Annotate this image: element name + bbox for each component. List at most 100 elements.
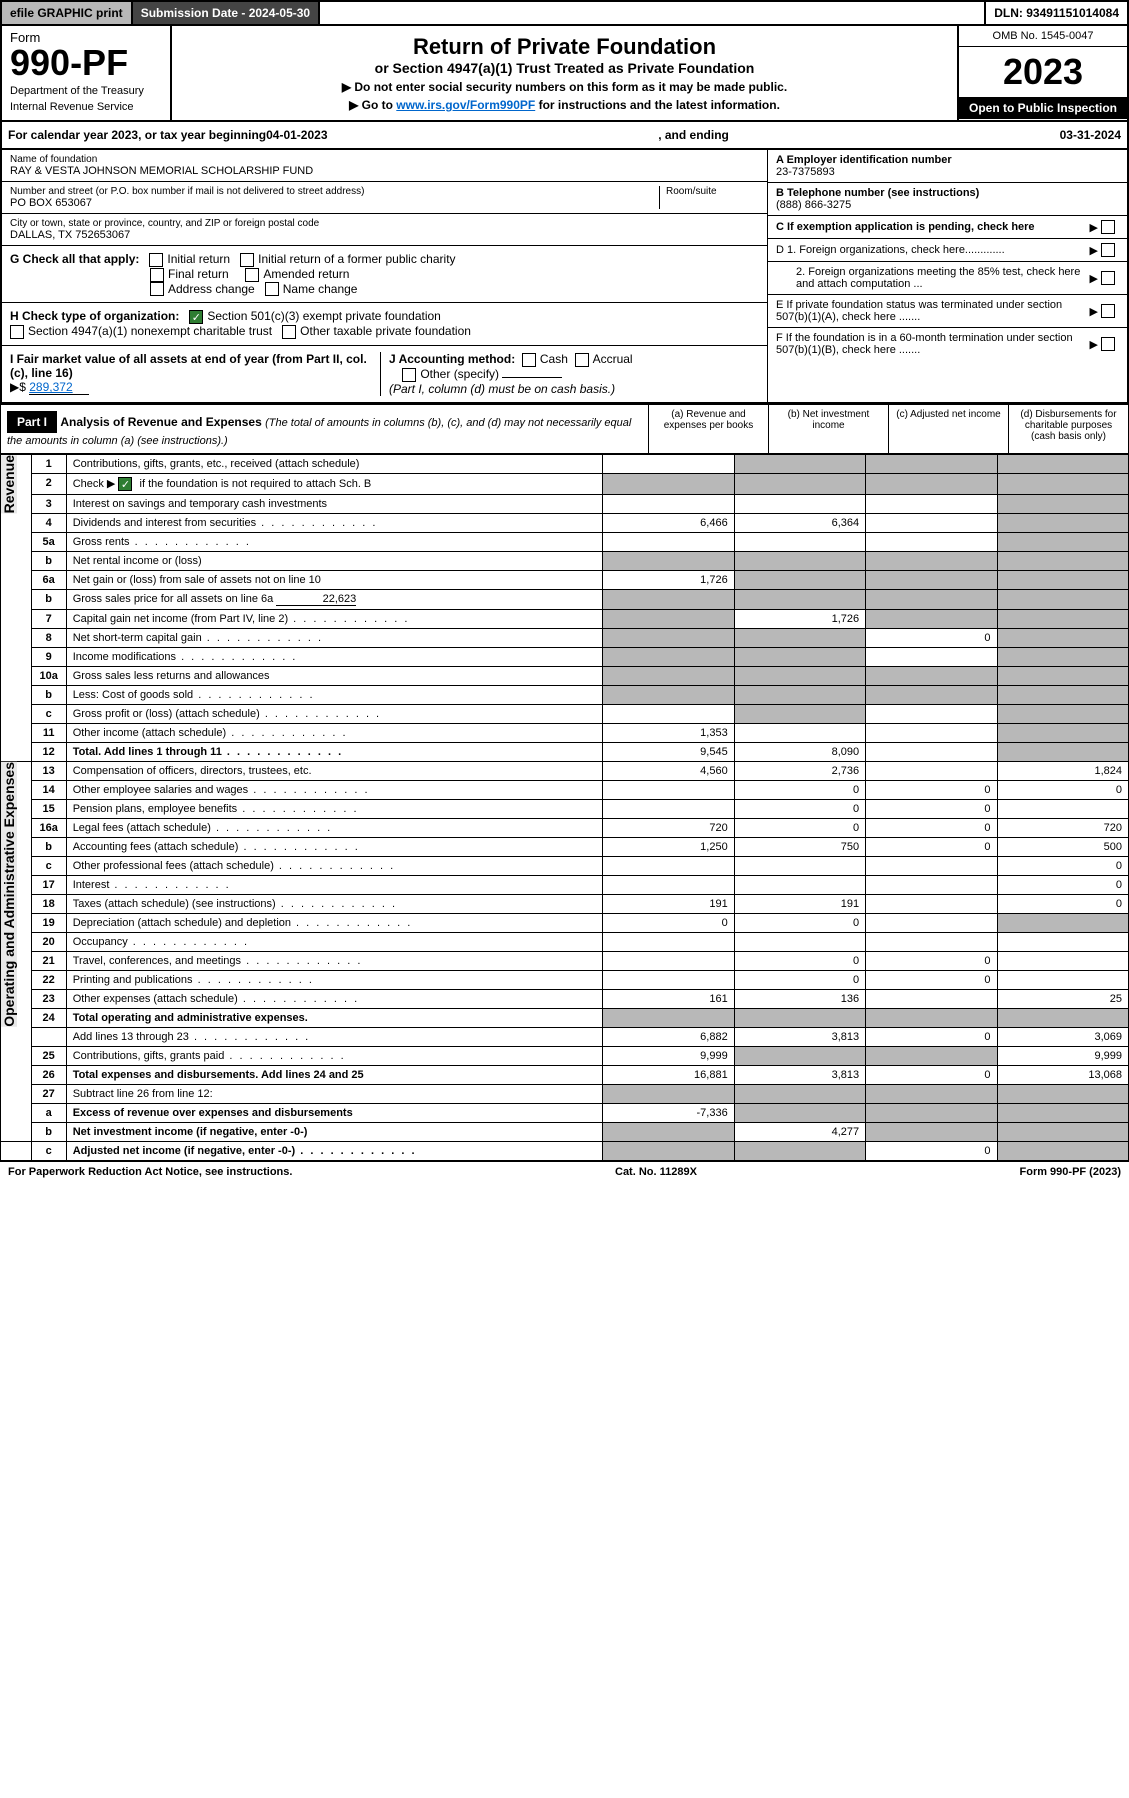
info-grid: Name of foundation RAY & VESTA JOHNSON M…: [0, 150, 1129, 404]
g-amended: Amended return: [263, 267, 349, 281]
l13d: 1,824: [997, 761, 1128, 780]
note-ssn: ▶ Do not enter social security numbers o…: [180, 80, 949, 94]
chk-d2[interactable]: [1101, 271, 1115, 285]
l16bc: 0: [866, 837, 997, 856]
chk-e[interactable]: [1101, 304, 1115, 318]
revenue-label: Revenue: [1, 455, 17, 513]
l22b: 0: [734, 970, 865, 989]
l6b-val: 22,623: [276, 593, 356, 606]
line-8: Net short-term capital gain: [66, 628, 603, 647]
i-arrow: ▶$: [10, 380, 26, 394]
l23d: 25: [997, 989, 1128, 1008]
header-bar: efile GRAPHIC print Submission Date - 20…: [0, 0, 1129, 26]
l15b: 0: [734, 799, 865, 818]
chk-cash[interactable]: [522, 353, 536, 367]
chk-amended[interactable]: [245, 268, 259, 282]
line-16a: Legal fees (attach schedule): [66, 818, 603, 837]
l27aa: -7,336: [603, 1103, 734, 1122]
dept-irs: Internal Revenue Service: [10, 101, 162, 113]
addr-label: Number and street (or P.O. box number if…: [10, 186, 659, 197]
footer: For Paperwork Reduction Act Notice, see …: [0, 1161, 1129, 1182]
chk-f[interactable]: [1101, 337, 1115, 351]
chk-4947[interactable]: [10, 325, 24, 339]
chk-other-method[interactable]: [402, 368, 416, 382]
l7b: 1,726: [734, 609, 865, 628]
line-5a: Gross rents: [66, 532, 603, 551]
cal-mid: , and ending: [328, 128, 1060, 142]
chk-initial-former[interactable]: [240, 253, 254, 267]
part1-label: Part I: [7, 411, 57, 433]
chk-addr-change[interactable]: [150, 282, 164, 296]
phone-label: B Telephone number (see instructions): [776, 187, 1119, 199]
line-27a: Excess of revenue over expenses and disb…: [66, 1103, 603, 1122]
g-label: G Check all that apply:: [10, 252, 139, 266]
chk-final[interactable]: [150, 268, 164, 282]
l6b-pre: Gross sales price for all assets on line…: [73, 593, 274, 605]
line-25: Contributions, gifts, grants paid: [66, 1046, 603, 1065]
chk-other-tax[interactable]: [282, 325, 296, 339]
other-specify[interactable]: [502, 377, 562, 378]
line-16c: Other professional fees (attach schedule…: [66, 856, 603, 875]
d1-label: D 1. Foreign organizations, check here..…: [776, 244, 1089, 256]
submission-date: Submission Date - 2024-05-30: [133, 2, 320, 24]
line-12: Total. Add lines 1 through 11: [66, 742, 603, 761]
dept-treasury: Department of the Treasury: [10, 85, 162, 97]
tax-year: 2023: [959, 47, 1127, 97]
chk-initial[interactable]: [149, 253, 163, 267]
fmv-value[interactable]: 289,372: [29, 380, 89, 395]
ein-label: A Employer identification number: [776, 154, 1119, 166]
line-2: Check ▶ if the foundation is not require…: [66, 473, 603, 494]
l2-pre: Check ▶: [73, 478, 116, 490]
l15c: 0: [866, 799, 997, 818]
chk-d1[interactable]: [1101, 243, 1115, 257]
l19a: 0: [603, 913, 734, 932]
city-label: City or town, state or province, country…: [10, 218, 759, 229]
l27cc: 0: [866, 1141, 997, 1160]
l16ba: 1,250: [603, 837, 734, 856]
chk-schb[interactable]: [118, 477, 132, 491]
l4b: 6,364: [734, 513, 865, 532]
j-accrual: Accrual: [593, 352, 633, 366]
ein-value: 23-7375893: [776, 166, 1119, 178]
form-number: 990-PF: [10, 45, 162, 81]
line-20: Occupancy: [66, 932, 603, 951]
l12a: 9,545: [603, 742, 734, 761]
line-23: Other expenses (attach schedule): [66, 989, 603, 1008]
chk-501c3[interactable]: [189, 310, 203, 324]
l25a: 9,999: [603, 1046, 734, 1065]
l23a: 161: [603, 989, 734, 1008]
chk-c[interactable]: [1101, 220, 1115, 234]
col-a-head: (a) Revenue and expenses per books: [648, 405, 768, 453]
l12b: 8,090: [734, 742, 865, 761]
note-goto-pre: ▶ Go to: [349, 98, 396, 112]
line-27: Subtract line 26 from line 12:: [66, 1084, 603, 1103]
l14b: 0: [734, 780, 865, 799]
h-501c3: Section 501(c)(3) exempt private foundat…: [207, 309, 440, 323]
l6aa: 1,726: [603, 570, 734, 589]
line-10b: Less: Cost of goods sold: [66, 685, 603, 704]
efile-label[interactable]: efile GRAPHIC print: [2, 2, 133, 24]
h-row: H Check type of organization: Section 50…: [2, 303, 767, 346]
j-other: Other (specify): [420, 367, 499, 381]
chk-accrual[interactable]: [575, 353, 589, 367]
irs-link[interactable]: www.irs.gov/Form990PF: [396, 98, 535, 112]
line-13: Compensation of officers, directors, tru…: [66, 761, 603, 780]
h-4947: Section 4947(a)(1) nonexempt charitable …: [28, 324, 272, 338]
g-initial-former: Initial return of a former public charit…: [258, 252, 455, 266]
chk-name-change[interactable]: [265, 282, 279, 296]
form-header: Form 990-PF Department of the Treasury I…: [0, 26, 1129, 122]
analysis-table: Revenue 1Contributions, gifts, grants, e…: [0, 454, 1129, 1161]
note-goto-post: for instructions and the latest informat…: [535, 98, 780, 112]
d2-label: 2. Foreign organizations meeting the 85%…: [776, 266, 1089, 290]
part1-header: Part I Analysis of Revenue and Expenses …: [0, 404, 1129, 454]
l21c: 0: [866, 951, 997, 970]
line-10a: Gross sales less returns and allowances: [66, 666, 603, 685]
l16ac: 0: [866, 818, 997, 837]
dln: DLN: 93491151014084: [984, 2, 1127, 24]
line-1: Contributions, gifts, grants, etc., rece…: [66, 454, 603, 473]
g-row: G Check all that apply: Initial return I…: [2, 246, 767, 303]
line-22: Printing and publications: [66, 970, 603, 989]
line-16b: Accounting fees (attach schedule): [66, 837, 603, 856]
g-addr-change: Address change: [168, 282, 255, 296]
footer-mid: Cat. No. 11289X: [615, 1166, 697, 1178]
